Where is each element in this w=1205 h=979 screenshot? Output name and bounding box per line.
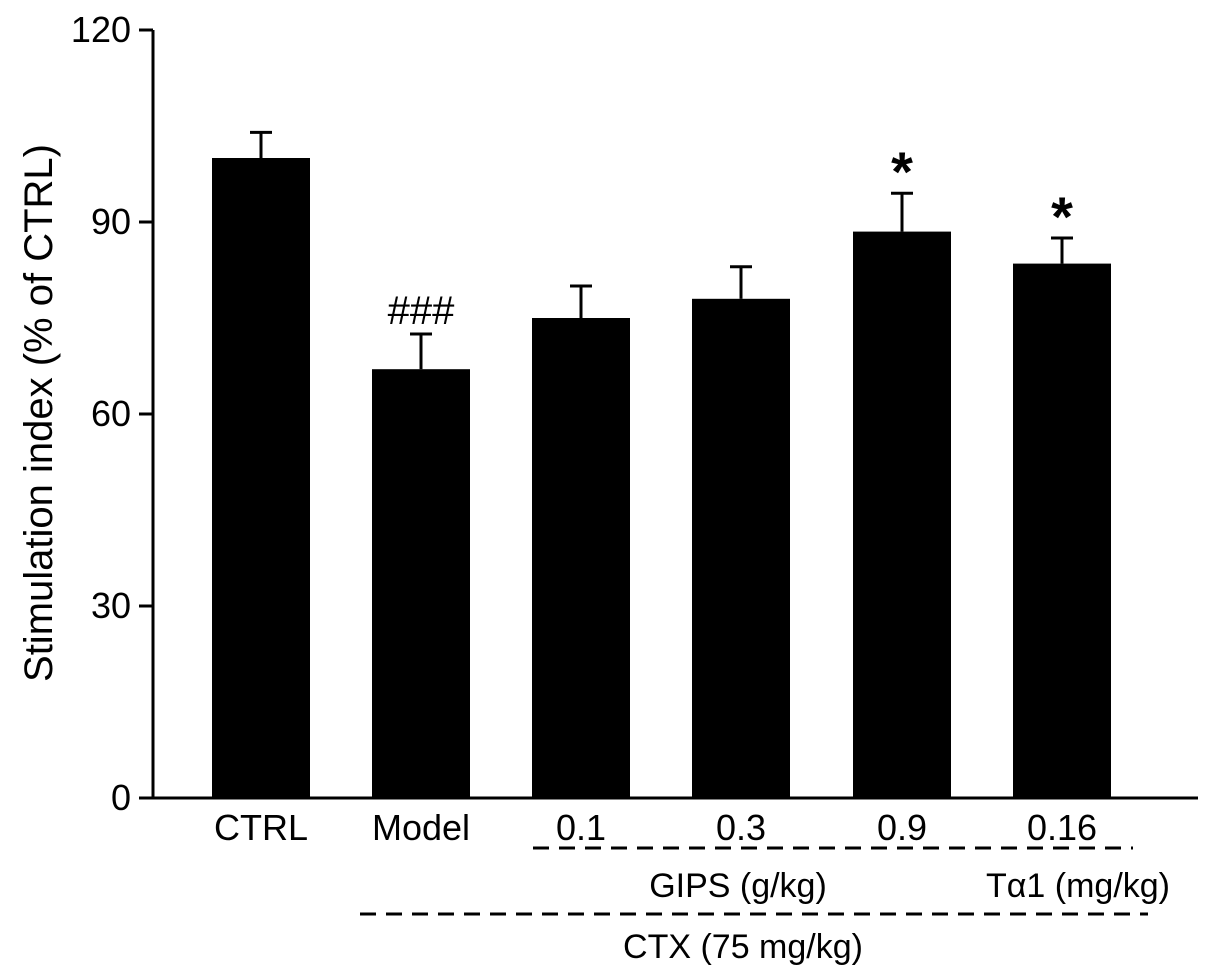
y-axis-title: Stimulation index (% of CTRL) <box>17 144 61 682</box>
y-tick-label: 120 <box>71 9 131 50</box>
category-labels: CTRL Model 0.1 0.3 0.9 0.16 <box>214 807 1097 848</box>
bar-0-3 <box>692 298 790 798</box>
ctx-group-label: CTX (75 mg/kg) <box>623 928 863 966</box>
y-tick-label: 90 <box>91 201 131 242</box>
significance-annotations: ### * * <box>388 140 1073 333</box>
bar-model <box>372 369 470 798</box>
y-tick-label: 60 <box>91 393 131 434</box>
y-tick-label: 30 <box>91 585 131 626</box>
x-category-label: 0.1 <box>556 807 606 848</box>
bars <box>212 158 1111 799</box>
y-tick-label: 0 <box>111 777 131 818</box>
x-category-label: CTRL <box>214 807 308 848</box>
y-axis: 0 30 60 90 120 <box>71 9 155 818</box>
gips-group-label: GIPS (g/kg) <box>649 867 827 905</box>
bar-0-16 <box>1013 263 1111 799</box>
x-category-label: 0.16 <box>1027 807 1097 848</box>
bar-ctrl <box>212 158 310 798</box>
error-bars <box>250 130 1073 370</box>
bar-0-1 <box>532 318 630 798</box>
x-category-label: Model <box>372 807 470 848</box>
significance-star: * <box>1051 185 1073 248</box>
x-category-label: 0.3 <box>716 807 766 848</box>
significance-hash: ### <box>388 289 455 333</box>
significance-star: * <box>891 140 913 203</box>
ta1-group-label: Tα1 (mg/kg) <box>986 867 1170 905</box>
group-labels: GIPS (g/kg) Tα1 (mg/kg) CTX (75 mg/kg) <box>360 846 1170 966</box>
x-category-label: 0.9 <box>877 807 927 848</box>
bar-0-9 <box>853 231 951 799</box>
